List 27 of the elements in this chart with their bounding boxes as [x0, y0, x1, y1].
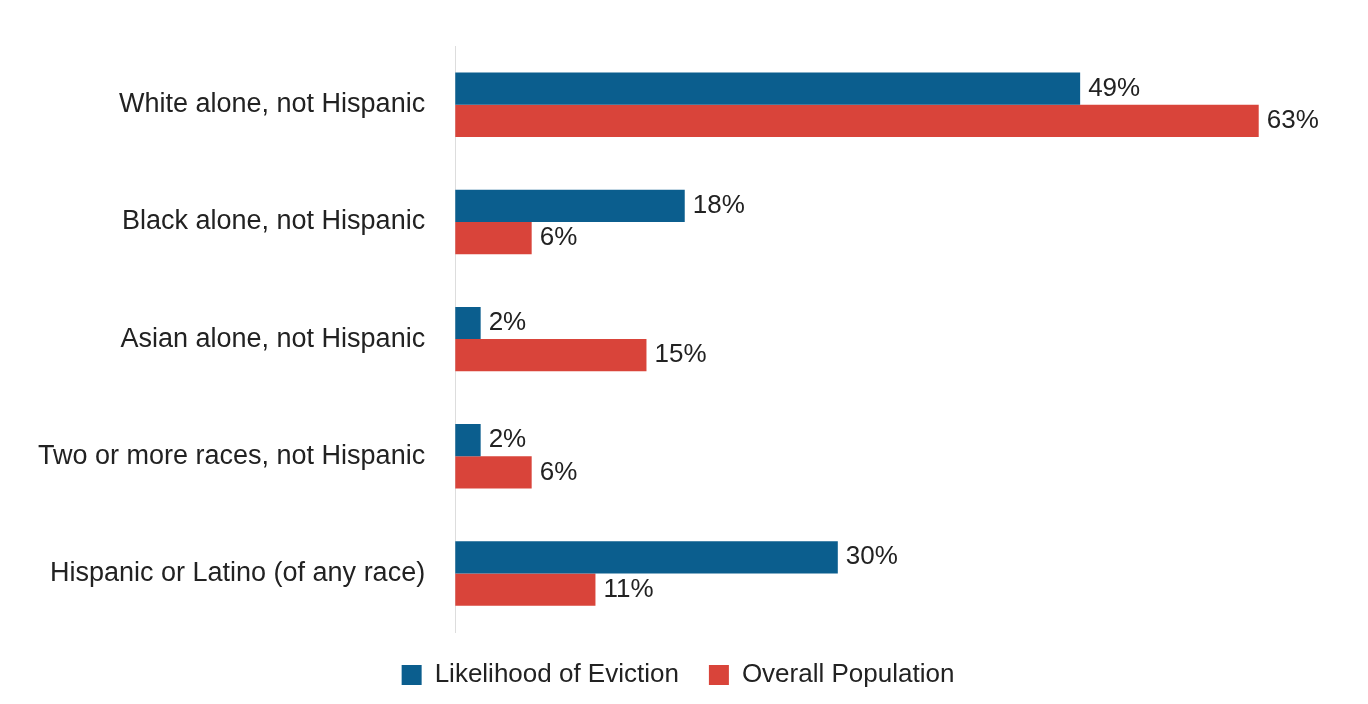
data-label: 18%	[692, 189, 745, 219]
data-label: 63%	[1266, 104, 1319, 135]
data-label: 30%	[845, 540, 898, 571]
data-label: 6%	[539, 221, 578, 252]
data-label: 6%	[539, 455, 578, 486]
bar	[455, 306, 481, 340]
bar	[455, 339, 647, 372]
bar	[455, 573, 596, 606]
y-tick-label: Asian alone, not Hispanic	[120, 322, 426, 353]
data-label: 15%	[654, 338, 707, 369]
bar	[455, 541, 838, 574]
data-label: 49%	[1088, 71, 1141, 102]
bar	[455, 189, 685, 222]
bar	[455, 72, 1081, 105]
bar	[455, 221, 532, 255]
y-tick-label: White alone, not Hispanic	[118, 88, 426, 119]
bar	[455, 424, 481, 457]
data-label: 2%	[488, 423, 527, 454]
bar	[455, 104, 1259, 137]
data-label: 11%	[603, 572, 654, 603]
bar	[455, 456, 532, 489]
legend-label: Overall Population	[741, 658, 955, 689]
legend-label: Likelihood of Eviction	[434, 658, 679, 689]
y-tick-label: Black alone, not Hispanic	[121, 205, 426, 236]
data-label: 2%	[488, 306, 527, 337]
y-tick-label: Two or more races, not Hispanic	[37, 439, 426, 470]
y-tick-label: Hispanic or Latino (of any race)	[49, 556, 426, 587]
